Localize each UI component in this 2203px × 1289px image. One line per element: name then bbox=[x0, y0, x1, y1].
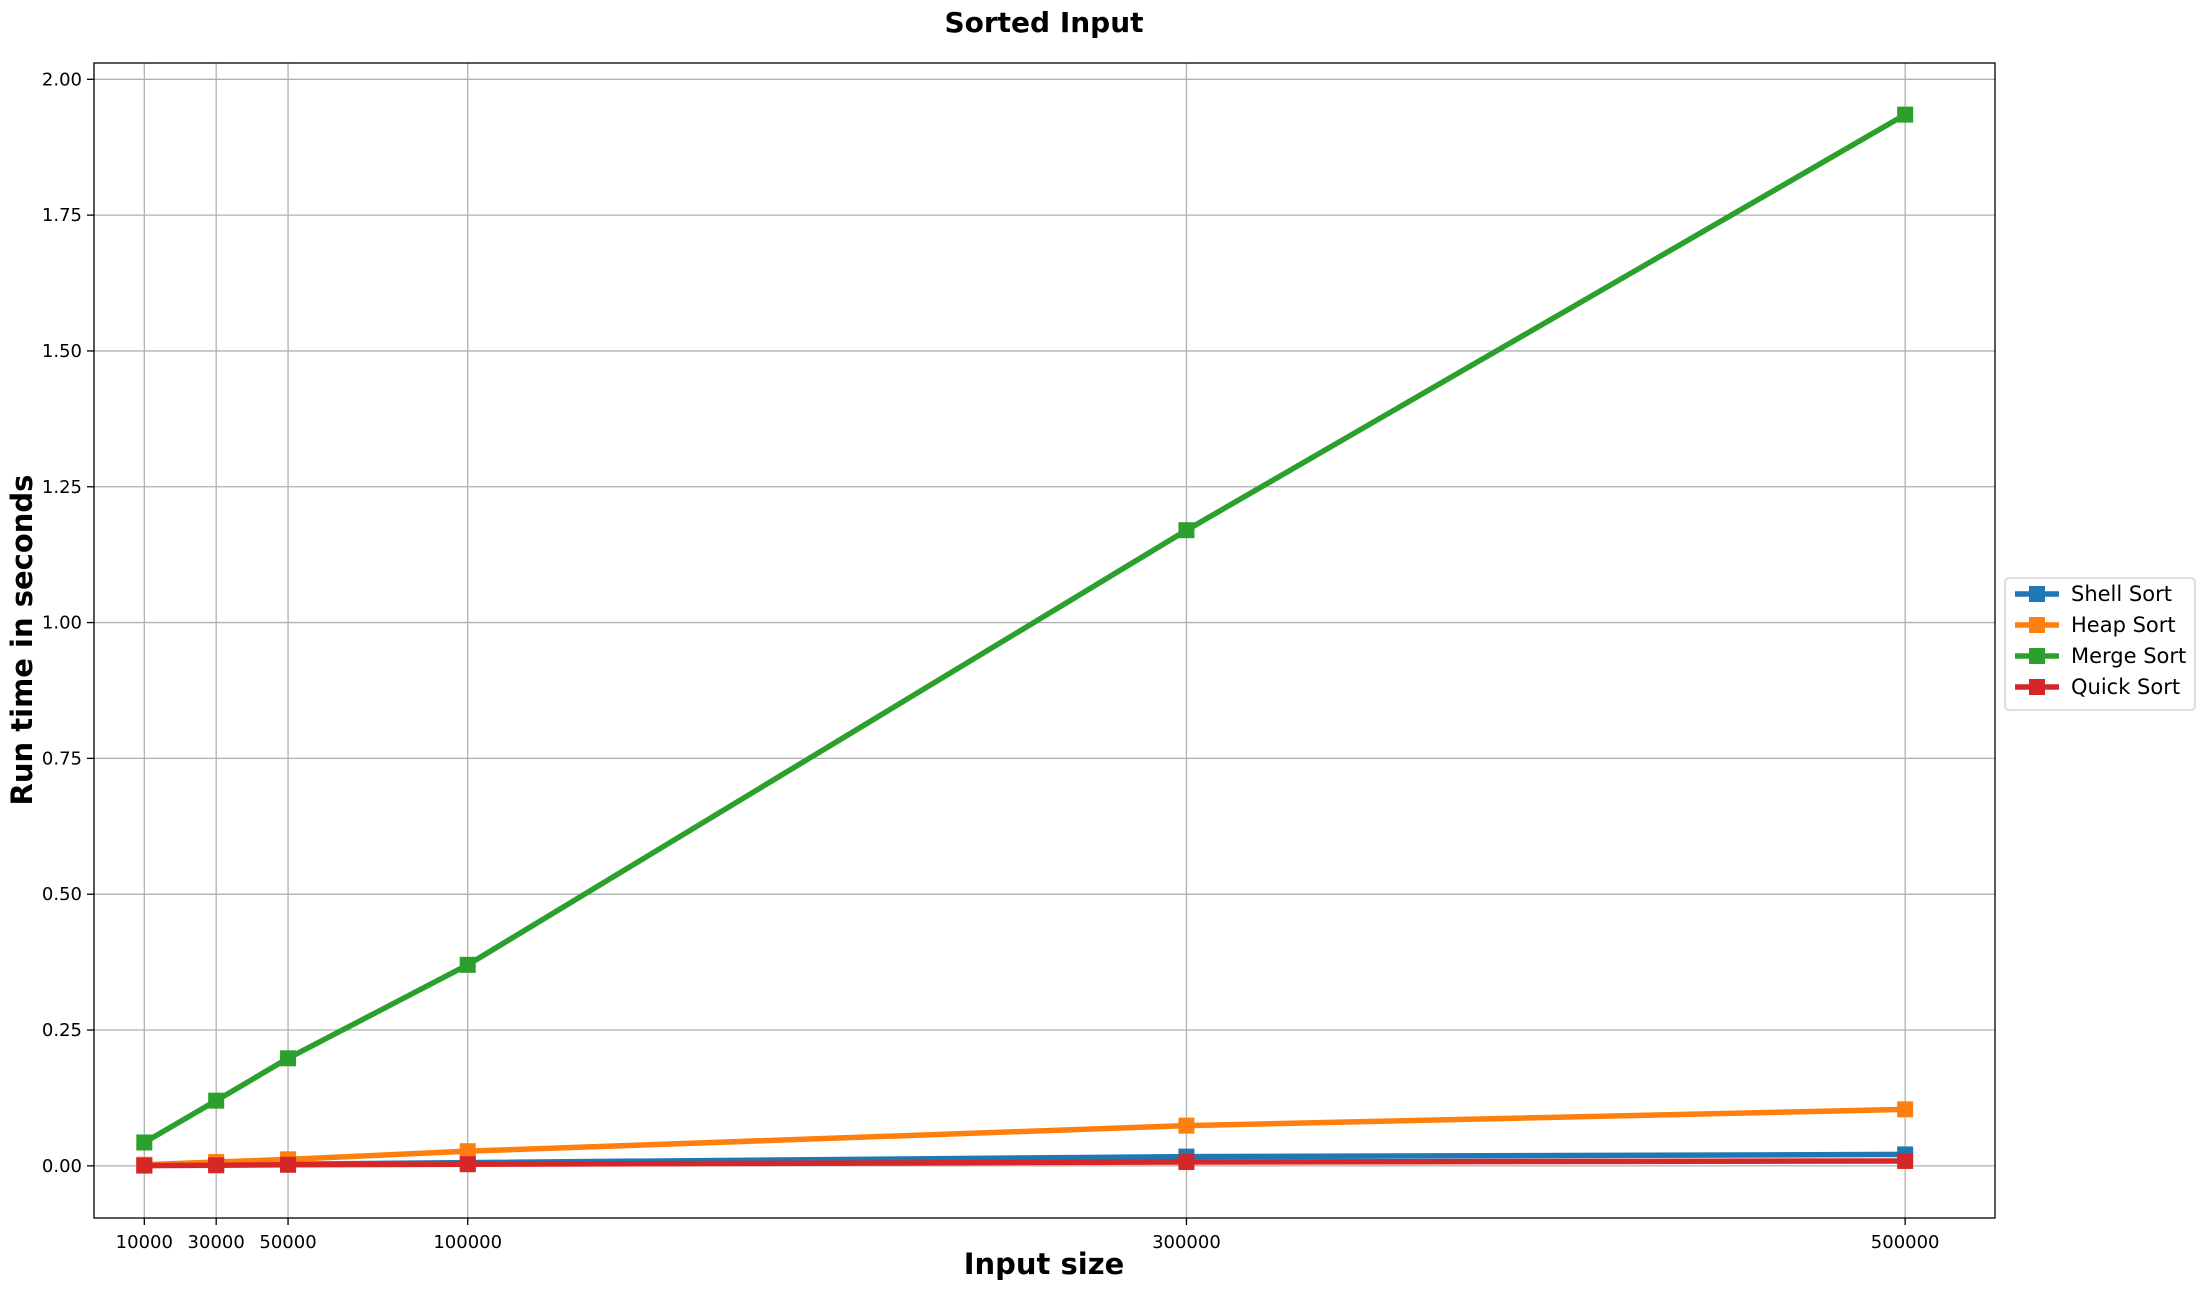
y-tick-label: 0.25 bbox=[42, 1020, 82, 1041]
legend-frame bbox=[2004, 577, 2196, 711]
y-tick-label: 0.75 bbox=[42, 748, 82, 769]
data-point-merge-sort bbox=[208, 1092, 225, 1109]
legend-label: Shell Sort bbox=[2071, 582, 2172, 606]
x-tick-label: 100000 bbox=[433, 1232, 502, 1253]
data-point-merge-sort bbox=[1178, 522, 1195, 539]
data-point-quick-sort bbox=[1178, 1154, 1195, 1171]
x-tick-label: 50000 bbox=[259, 1232, 316, 1253]
legend-item-quick-sort: Quick Sort bbox=[2015, 675, 2180, 699]
y-tick-label: 0.00 bbox=[42, 1156, 82, 1177]
x-tick-label: 30000 bbox=[188, 1232, 245, 1253]
series-lines bbox=[136, 106, 1914, 1174]
legend-item-shell-sort: Shell Sort bbox=[2015, 582, 2172, 606]
data-point-heap-sort bbox=[459, 1143, 476, 1160]
legend-swatch-marker bbox=[2029, 648, 2045, 664]
legend-label: Quick Sort bbox=[2071, 675, 2180, 699]
plot-area-frame bbox=[93, 62, 1996, 1219]
data-point-heap-sort bbox=[1178, 1117, 1195, 1134]
series-quick-sort bbox=[136, 1152, 1914, 1174]
y-tick-label: 2.00 bbox=[42, 69, 82, 90]
chart-title: Sorted Input bbox=[944, 6, 1143, 39]
data-point-quick-sort bbox=[208, 1157, 225, 1174]
y-axis-ticks: 0.00 0.25 0.50 0.75 1.00 1.25 1.50 1.75 2.00 bbox=[42, 69, 94, 1177]
x-axis-ticks: 10000 30000 50000 100000 300000 500000 bbox=[116, 1218, 1940, 1253]
data-point-heap-sort bbox=[1897, 1101, 1914, 1118]
series-line-heap-sort bbox=[141, 1106, 1908, 1168]
series-merge-sort bbox=[136, 106, 1914, 1151]
y-tick-label: 1.25 bbox=[42, 477, 82, 498]
y-axis-label: Run time in seconds bbox=[5, 475, 39, 806]
series-line-quick-sort bbox=[141, 1158, 1908, 1169]
y-tick-label: 1.50 bbox=[42, 341, 82, 362]
legend-swatch-marker bbox=[2029, 679, 2045, 695]
x-tick-label: 500000 bbox=[1871, 1232, 1940, 1253]
data-point-quick-sort bbox=[136, 1157, 153, 1174]
series-line-merge-sort bbox=[141, 111, 1908, 1146]
data-point-quick-sort bbox=[459, 1156, 476, 1173]
legend-item-merge-sort: Merge Sort bbox=[2015, 644, 2186, 668]
data-point-merge-sort bbox=[1897, 106, 1914, 123]
legend-label: Merge Sort bbox=[2071, 644, 2186, 668]
data-point-quick-sort bbox=[1897, 1152, 1914, 1169]
data-point-merge-sort bbox=[136, 1134, 153, 1151]
x-tick-label: 300000 bbox=[1152, 1232, 1221, 1253]
legend: Shell Sort Heap Sort Merge Sort Quick Sort bbox=[2004, 577, 2196, 711]
data-point-merge-sort bbox=[459, 956, 476, 973]
y-tick-label: 1.75 bbox=[42, 205, 82, 226]
data-point-quick-sort bbox=[280, 1156, 297, 1173]
legend-swatch-marker bbox=[2029, 617, 2045, 633]
x-tick-label: 10000 bbox=[116, 1232, 173, 1253]
grid-lines bbox=[94, 63, 1995, 1218]
y-tick-label: 0.50 bbox=[42, 884, 82, 905]
legend-item-heap-sort: Heap Sort bbox=[2015, 613, 2176, 637]
y-tick-label: 1.00 bbox=[42, 613, 82, 634]
x-axis-label: Input size bbox=[964, 1247, 1125, 1281]
legend-swatch-marker bbox=[2029, 586, 2045, 602]
data-point-merge-sort bbox=[280, 1050, 297, 1067]
legend-label: Heap Sort bbox=[2071, 613, 2176, 637]
